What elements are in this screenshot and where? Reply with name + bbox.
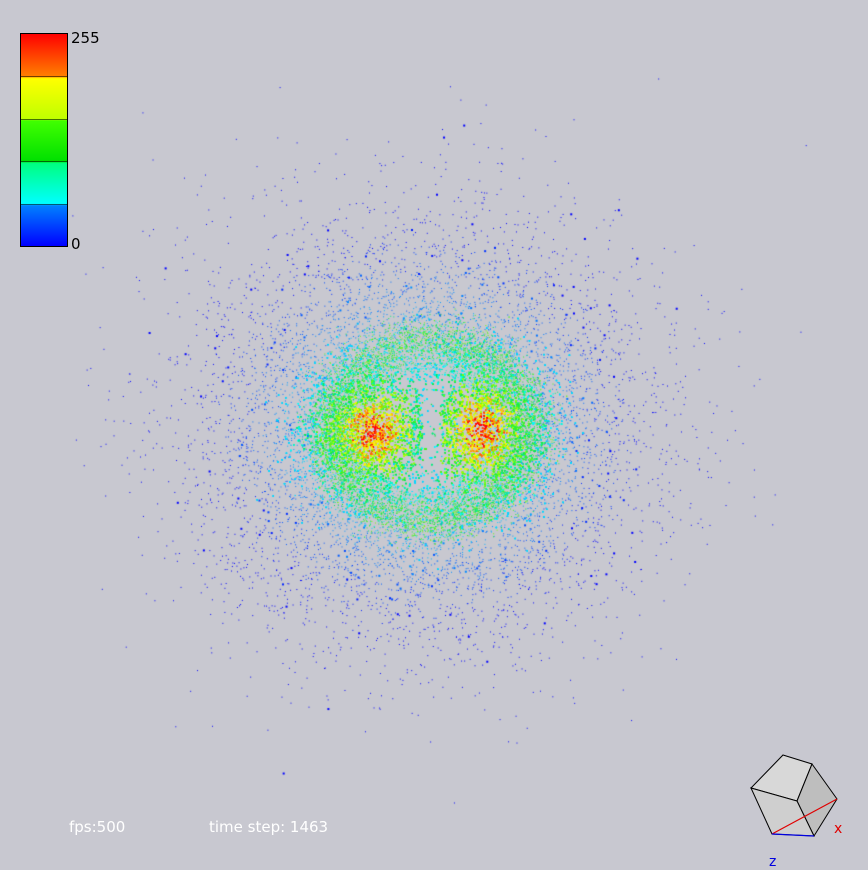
color-scale-divider xyxy=(21,118,67,120)
orientation-cube-gizmo[interactable] xyxy=(740,746,860,866)
color-scale-min-label: 0 xyxy=(71,235,81,253)
z-axis-label: z xyxy=(769,854,777,870)
x-axis-label: x xyxy=(834,821,843,837)
color-scale-bar xyxy=(20,33,68,247)
fps-readout: fps:500 xyxy=(69,818,126,836)
color-scale-divider xyxy=(21,203,67,205)
x-axis-line xyxy=(771,798,838,835)
z-axis-line xyxy=(771,833,815,837)
color-scale-divider xyxy=(21,76,67,78)
color-scale-max-label: 255 xyxy=(71,29,100,47)
color-scale-divider xyxy=(21,161,67,163)
time-step-readout: time step: 1463 xyxy=(209,818,329,836)
